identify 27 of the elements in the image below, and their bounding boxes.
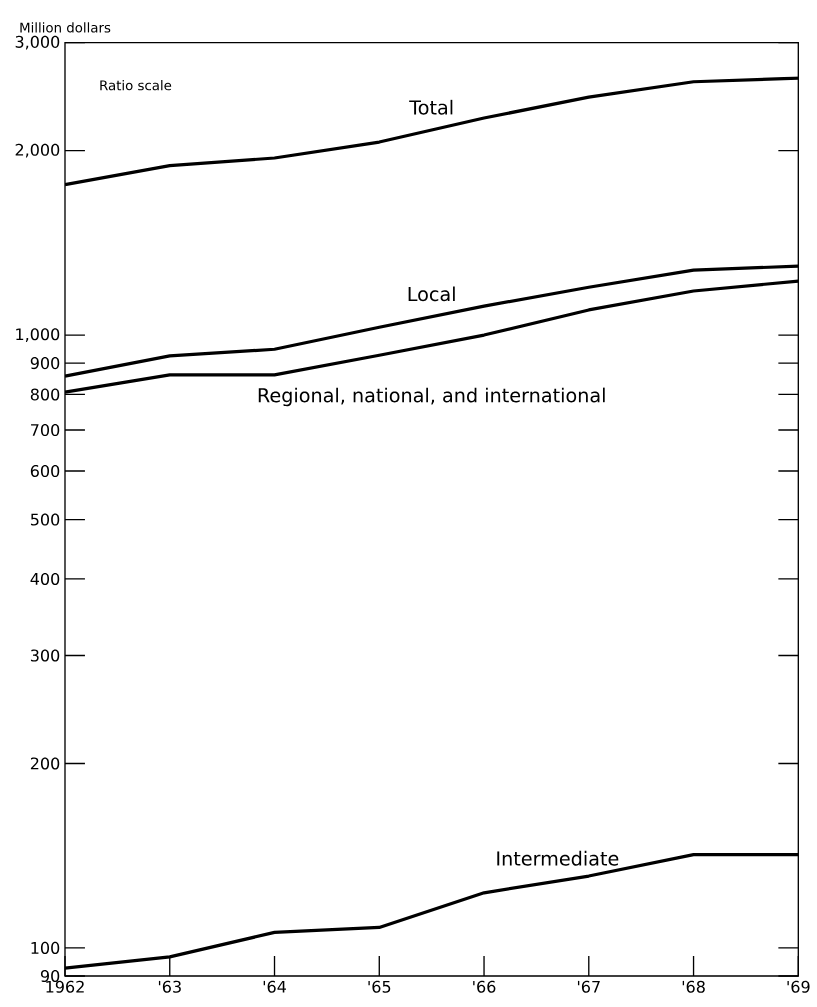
x-tick-label: '66	[473, 980, 496, 993]
x-tick-label: '67	[577, 980, 600, 993]
series-label: Total	[409, 99, 453, 115]
series-label: Intermediate	[497, 850, 619, 866]
y-tick-label: 500	[30, 513, 60, 526]
y-tick-label: 200	[30, 757, 60, 770]
x-tick-label: 1962	[46, 980, 84, 993]
y-tick-label: 700	[31, 423, 60, 437]
x-tick-label: '63	[158, 980, 181, 993]
y-tick-label: 600	[30, 464, 60, 478]
y-axis-title: Million dollars	[20, 22, 111, 33]
y-tick-label: 400	[30, 572, 60, 585]
y-tick-label: 2,000	[15, 143, 60, 158]
x-tick-label: '65	[368, 980, 391, 993]
series-label: Local	[408, 286, 455, 302]
y-tick-label: 90	[40, 969, 60, 983]
y-tick-label: 1,000	[16, 328, 60, 342]
y-tick-label: 100	[31, 941, 60, 954]
y-tick-label: 800	[30, 388, 60, 401]
y-tick-label: 3,000	[15, 35, 60, 50]
x-tick-label: '68	[682, 980, 705, 993]
x-tick-label: '69	[787, 980, 810, 993]
annotation: Ratio scale	[100, 80, 172, 91]
y-tick-label: 900	[30, 357, 60, 370]
series-label: Regional, national, and international	[258, 387, 605, 407]
x-tick-label: '64	[263, 980, 286, 993]
y-tick-label: 300	[30, 649, 60, 662]
